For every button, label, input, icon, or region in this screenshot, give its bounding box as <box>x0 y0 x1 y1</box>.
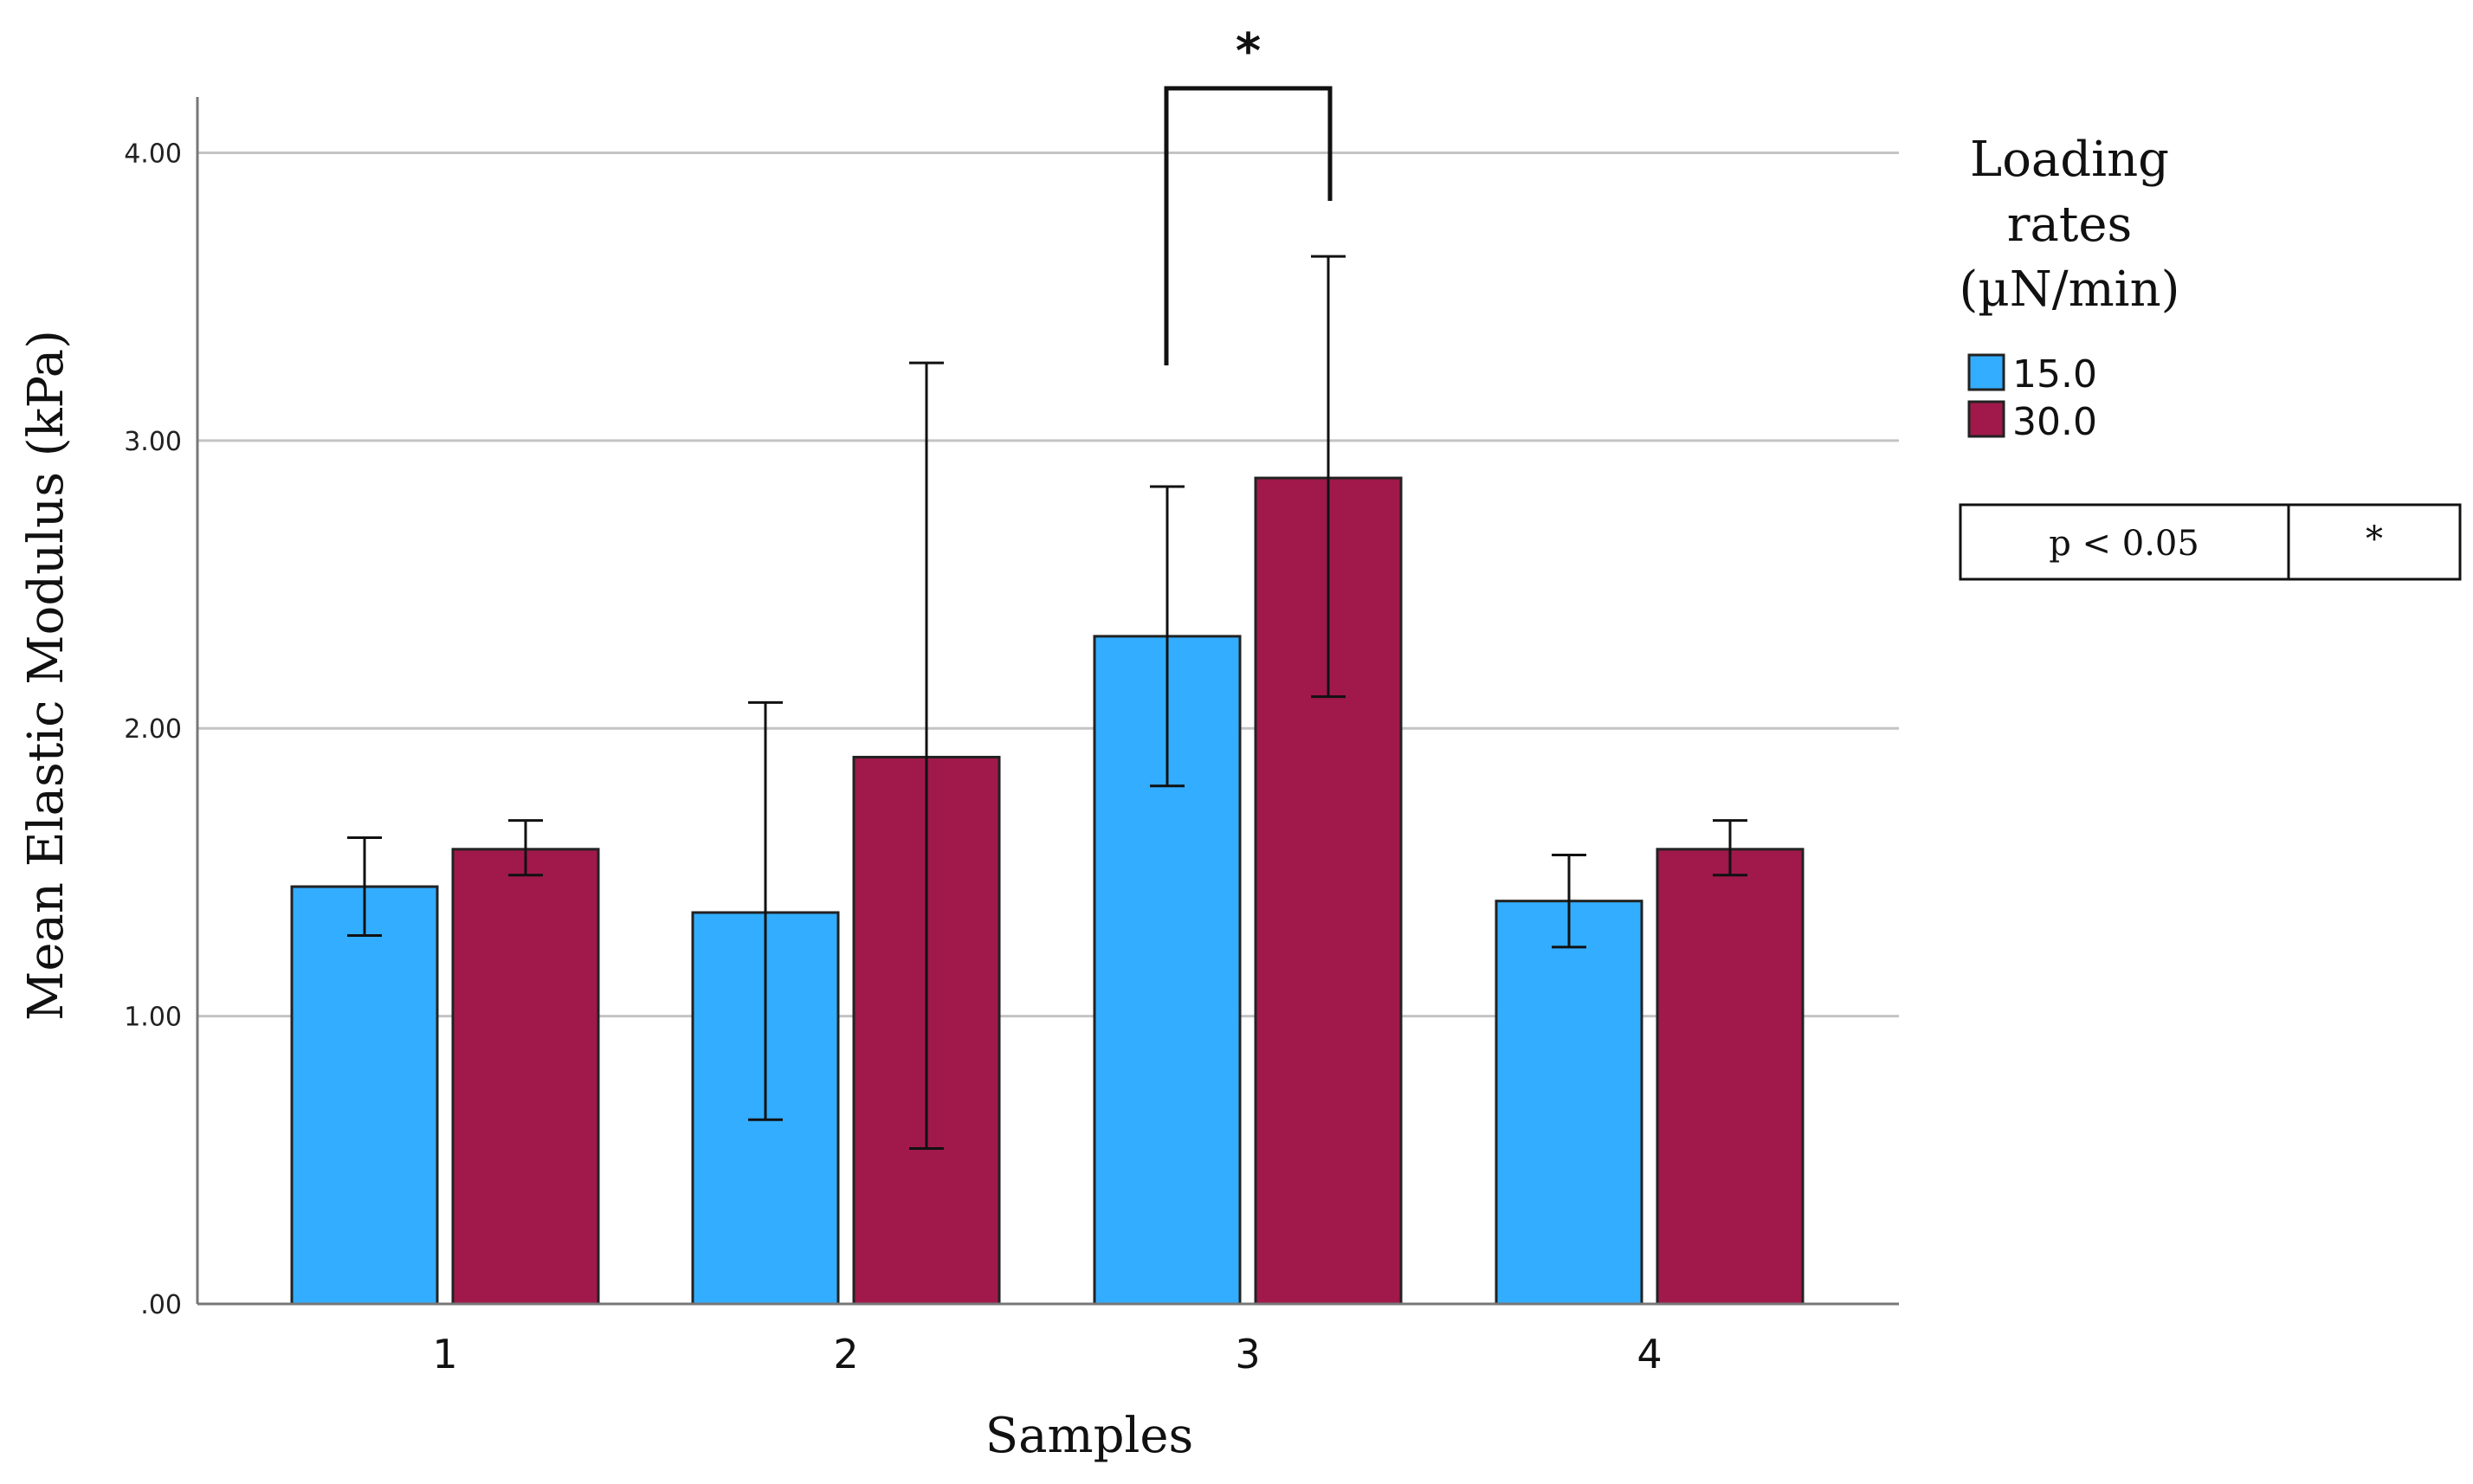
error-bar-sample-2-rate-15.0 <box>748 700 783 1121</box>
bar-sample-4-rate-15.0 <box>1495 900 1643 1306</box>
bar-sample-4-rate-30.0 <box>1656 848 1805 1306</box>
x-tick-label: 3 <box>1235 1331 1260 1378</box>
significance-star: * <box>1236 23 1261 80</box>
legend-swatch-30 <box>1967 400 2005 438</box>
legend-label-15: 15.0 <box>2012 352 2097 397</box>
x-tick-label: 2 <box>833 1331 858 1378</box>
legend-swatch-15 <box>1967 353 2005 391</box>
significance-table-label: p < 0.05 <box>2049 524 2199 564</box>
y-tick-label: 2.00 <box>124 714 182 745</box>
legend-label-30: 30.0 <box>2012 400 2097 444</box>
legend-title-line: rates <box>2007 197 2133 253</box>
error-bar-sample-4-rate-30.0 <box>1713 819 1747 877</box>
x-tick-labels: 1 2 3 4 <box>432 1331 1662 1378</box>
bar-sample-1-rate-30.0 <box>451 848 600 1306</box>
x-tick-label: 1 <box>432 1331 457 1378</box>
significance-table-border <box>1959 503 2462 581</box>
error-bar-sample-2-rate-30.0 <box>909 361 944 1151</box>
y-tick-labels: .00 1.00 2.00 3.00 4.00 <box>124 139 182 1320</box>
error-bar-sample-1-rate-15.0 <box>347 836 382 938</box>
bars <box>290 476 1805 1306</box>
x-tick-label: 4 <box>1637 1331 1662 1378</box>
y-tick-label: 1.00 <box>124 1003 182 1033</box>
bar-sample-1-rate-15.0 <box>290 885 439 1306</box>
error-bar-sample-3-rate-30.0 <box>1311 255 1346 699</box>
y-tick-label: .00 <box>140 1290 182 1320</box>
error-bar-sample-4-rate-15.0 <box>1552 853 1586 949</box>
y-tick-label: 3.00 <box>124 427 182 457</box>
y-axis-title: Mean Elastic Modulus (kPa) <box>18 330 74 1021</box>
error-bar-sample-3-rate-15.0 <box>1150 485 1185 788</box>
legend-title-line: (µN/min) <box>1959 261 2179 318</box>
legend: Loading rates (µN/min) 15.0 30.0 <box>1959 132 2179 444</box>
significance-table: p < 0.05 * <box>1959 503 2462 581</box>
significance-bracket <box>1164 86 1333 365</box>
y-tick-label: 4.00 <box>124 139 182 169</box>
error-bar-sample-1-rate-30.0 <box>508 819 543 877</box>
significance-table-symbol: * <box>2366 519 2383 559</box>
x-axis-title: Samples <box>985 1408 1194 1464</box>
error-bars <box>347 255 1747 1151</box>
legend-title-line: Loading <box>1970 132 2169 188</box>
